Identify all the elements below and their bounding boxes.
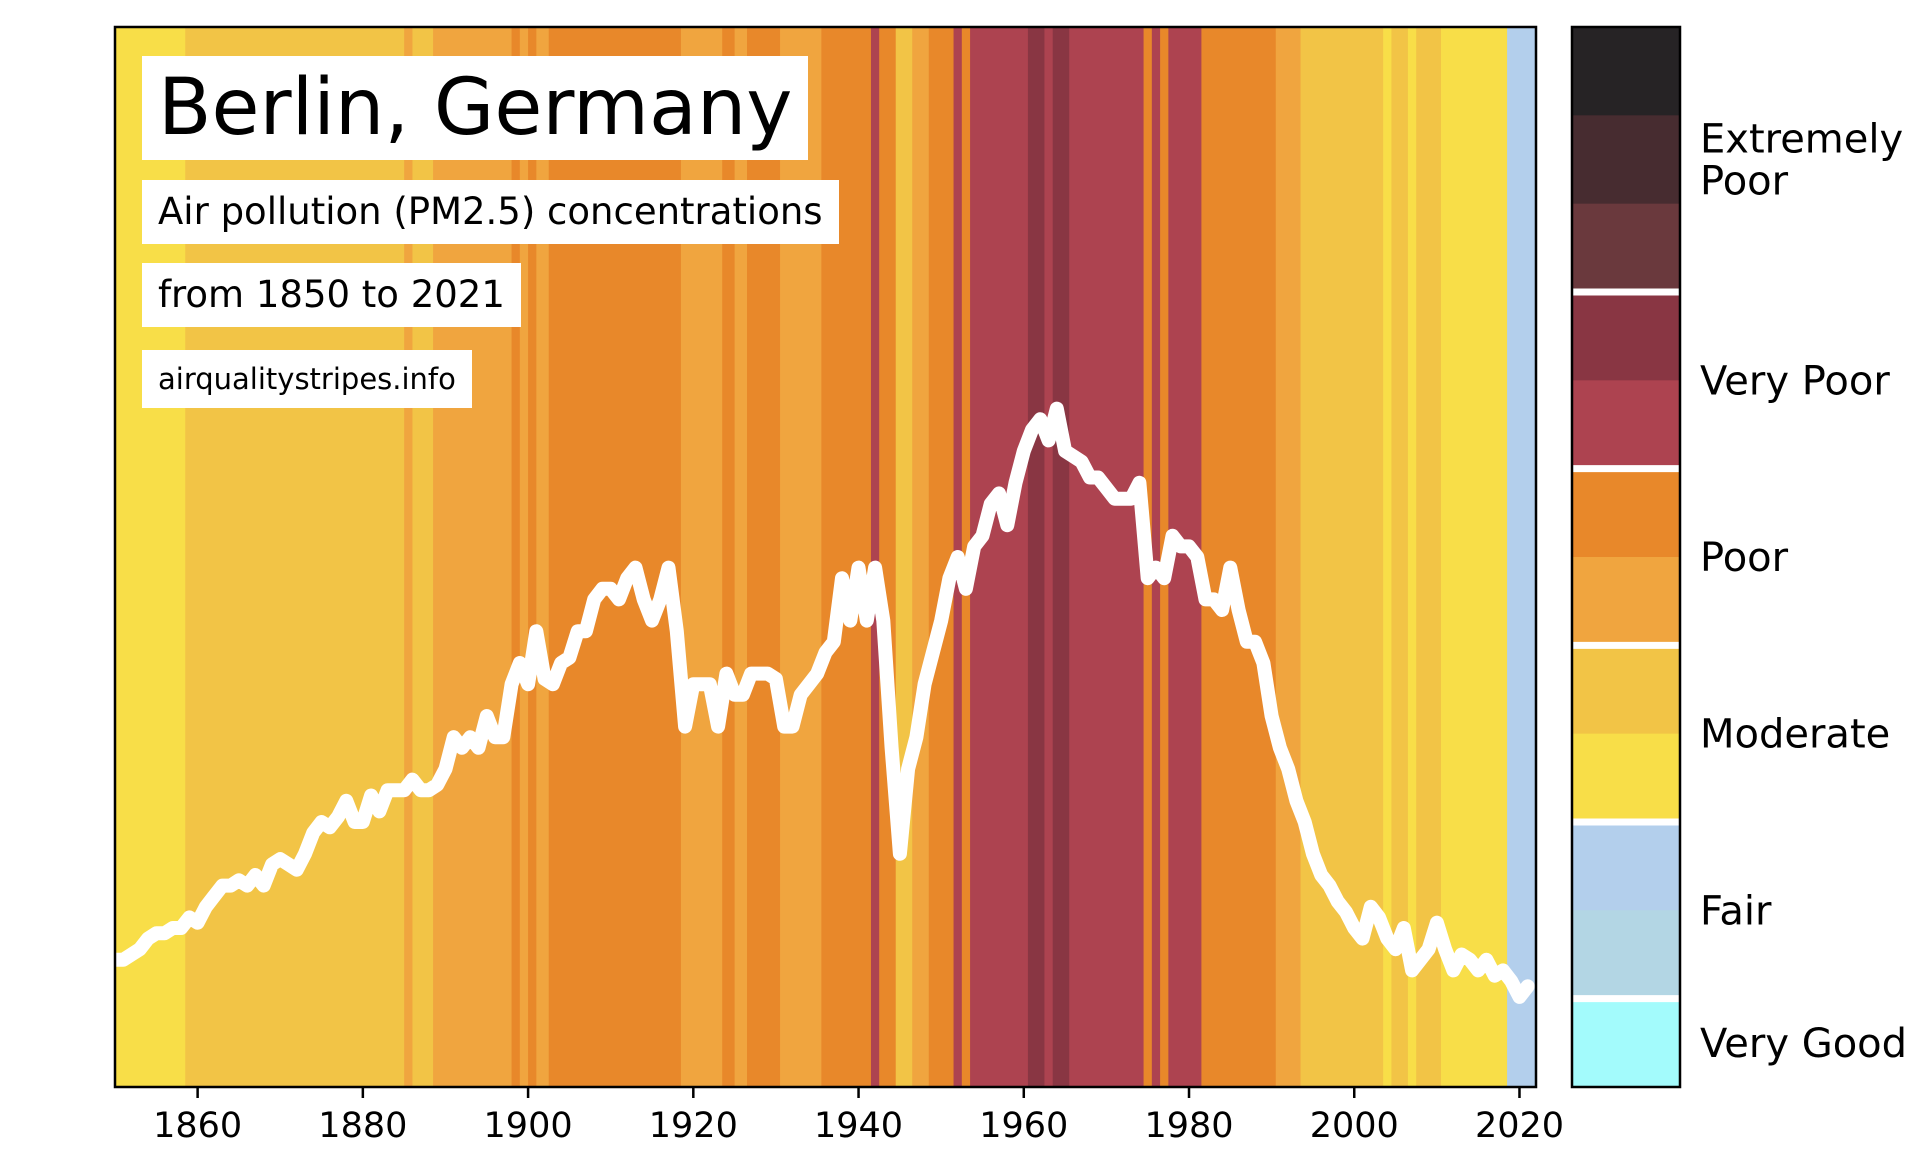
legend-frame bbox=[1570, 25, 1682, 1089]
stripe-21 bbox=[928, 27, 955, 1087]
stripe-33 bbox=[1201, 27, 1277, 1087]
legend-label-1-0: Very Poor bbox=[1700, 358, 1890, 404]
stripe-24 bbox=[970, 27, 1029, 1087]
x-tick-label-1880: 1880 bbox=[318, 1106, 407, 1146]
stripe-18 bbox=[879, 27, 897, 1087]
stripe-26 bbox=[1044, 27, 1054, 1087]
source-link[interactable]: airqualitystripes.info bbox=[142, 350, 472, 408]
legend-segment-9 bbox=[1572, 822, 1680, 911]
stripe-38 bbox=[1407, 27, 1417, 1087]
legend-label-0-0: Extremely bbox=[1700, 117, 1903, 163]
legend-segment-5 bbox=[1572, 468, 1680, 558]
legend-segment-8 bbox=[1572, 733, 1680, 823]
stripe-40 bbox=[1440, 27, 1508, 1087]
legend-label-4-0: Fair bbox=[1700, 888, 1772, 934]
stripe-20 bbox=[912, 27, 930, 1087]
x-tick-label-1980: 1980 bbox=[1144, 1106, 1233, 1146]
stripe-12 bbox=[722, 27, 736, 1087]
x-tick-label-1960: 1960 bbox=[979, 1106, 1068, 1146]
legend-segment-3 bbox=[1572, 292, 1680, 381]
stripe-13 bbox=[734, 27, 748, 1087]
legend-segment-10 bbox=[1572, 910, 1680, 1000]
stripe-39 bbox=[1416, 27, 1442, 1087]
legend-segment-1 bbox=[1572, 115, 1680, 205]
legend-segment-7 bbox=[1572, 645, 1680, 735]
stripe-8 bbox=[528, 27, 537, 1087]
x-axis: 1860 1880 1900 1920 1940 1960 1980 2000 2020 bbox=[153, 1087, 1564, 1146]
chart-subtitle: Air pollution (PM2.5) concentrations bbox=[142, 180, 839, 244]
legend-label-0-1: Poor bbox=[1700, 159, 1789, 205]
stripe-41 bbox=[1507, 27, 1537, 1087]
x-tick-label-1940: 1940 bbox=[814, 1106, 903, 1146]
legend-segment-0 bbox=[1572, 27, 1680, 116]
stripe-34 bbox=[1275, 27, 1302, 1087]
x-tick-label-2000: 2000 bbox=[1310, 1106, 1399, 1146]
line-layer bbox=[108, 401, 1535, 1004]
x-tick-label-1920: 1920 bbox=[649, 1106, 738, 1146]
stripe-25 bbox=[1027, 27, 1046, 1087]
x-tick-label-2020: 2020 bbox=[1475, 1106, 1564, 1146]
plot-frame bbox=[113, 25, 1538, 1089]
stripe-28 bbox=[1069, 27, 1145, 1087]
legend-segment-6 bbox=[1572, 557, 1680, 646]
stripe-27 bbox=[1052, 27, 1070, 1087]
legend-segment-4 bbox=[1572, 380, 1680, 470]
legend-label-5-0: Very Good bbox=[1700, 1021, 1907, 1067]
stripe-19 bbox=[895, 27, 913, 1087]
stripe-17 bbox=[870, 27, 880, 1087]
legend-label-2-0: Poor bbox=[1700, 535, 1789, 581]
legend-segment-11 bbox=[1572, 998, 1680, 1088]
chart-title: Berlin, Germany bbox=[142, 56, 809, 160]
chart-date-range: from 1850 to 2021 bbox=[142, 263, 521, 327]
stripe-3 bbox=[404, 27, 414, 1087]
pm25-line bbox=[108, 401, 1535, 1004]
stripe-9 bbox=[536, 27, 550, 1087]
x-tick-label-1900: 1900 bbox=[484, 1106, 573, 1146]
stripe-36 bbox=[1383, 27, 1393, 1087]
x-tick-label-1860: 1860 bbox=[153, 1106, 242, 1146]
stripe-7 bbox=[519, 27, 529, 1087]
legend-label-3-0: Moderate bbox=[1700, 712, 1890, 758]
stripe-30 bbox=[1151, 27, 1161, 1087]
stripe-6 bbox=[511, 27, 521, 1087]
stripe-37 bbox=[1391, 27, 1409, 1087]
legend-segment-2 bbox=[1572, 203, 1680, 293]
legend-colorbar bbox=[1570, 25, 1682, 1089]
